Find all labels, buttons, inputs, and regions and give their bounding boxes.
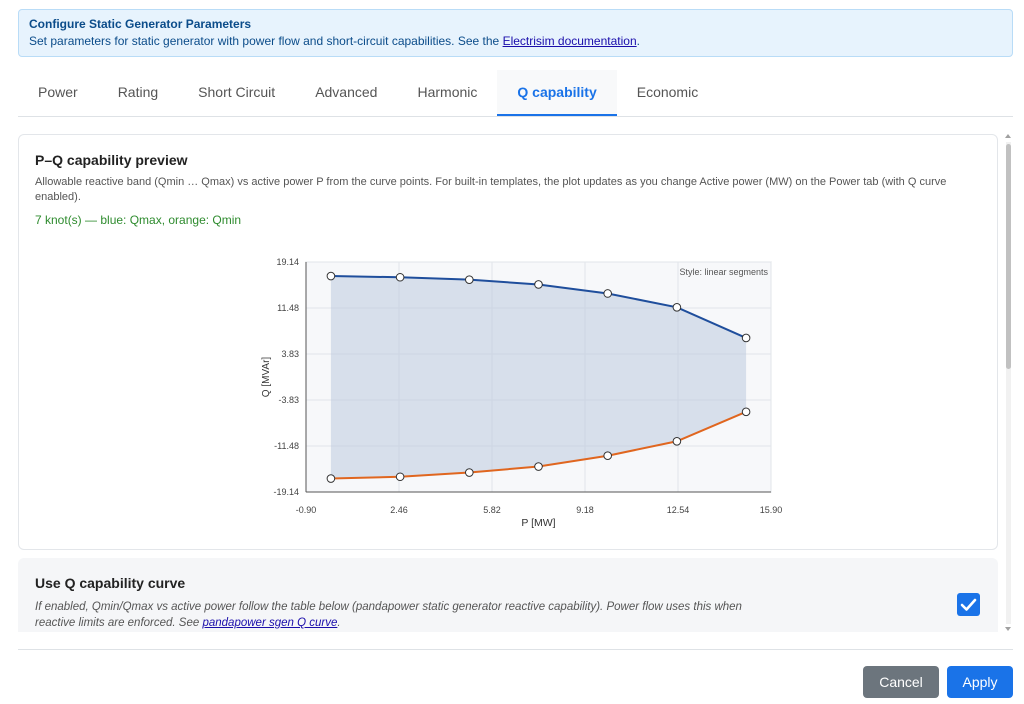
content-scrollbar[interactable]: [1003, 134, 1013, 632]
qmax-point: [534, 280, 543, 289]
tab-power[interactable]: Power: [38, 84, 78, 100]
x-axis-label: P [MW]: [521, 517, 555, 529]
qmin-point: [741, 407, 751, 417]
q-band-area: [330, 276, 747, 479]
x-tick-label: -0.90: [296, 505, 317, 515]
qmin-point: [672, 436, 682, 446]
apply-button[interactable]: Apply: [947, 666, 1013, 698]
y-axis-label: Q [MVAr]: [261, 357, 272, 398]
tab-rating[interactable]: Rating: [117, 84, 159, 100]
qmax-point: [672, 303, 682, 312]
x-tick-label: 12.54: [667, 505, 690, 515]
chart-annotation: Style: linear segments: [679, 267, 768, 277]
x-tick-label: 2.46: [390, 505, 408, 515]
tab-bar: Power Rating Short Circuit Advanced Harm…: [18, 70, 1013, 117]
qmin-point: [395, 472, 405, 482]
footer-divider: [18, 649, 1013, 650]
scrollbar-track: [1006, 142, 1011, 624]
tab-content: P–Q capability preview Allowable reactiv…: [18, 134, 1013, 632]
knot-info: 7 knot(s) — blue: Qmax, orange: Qmin: [35, 213, 242, 227]
checkmark-icon: [960, 598, 977, 611]
tab-harmonic[interactable]: Harmonic: [417, 84, 478, 100]
pq-capability-chart: -0.90 2.46 5.82 9.18 12.54 15.90 19.14 11.48 3.8…: [261, 257, 783, 529]
qmin-point: [534, 462, 543, 471]
scroll-up-icon[interactable]: [1005, 134, 1011, 138]
info-banner: Configure Static Generator Parameters Se…: [18, 9, 1013, 57]
x-tick-label: 5.82: [483, 505, 501, 515]
pq-preview-description: Allowable reactive band (Qmin … Qmax) vs…: [35, 176, 947, 203]
tab-economic[interactable]: Economic: [636, 84, 699, 100]
q-curve-title: Use Q capability curve: [35, 575, 186, 591]
qmax-point: [741, 333, 751, 343]
y-tick-label: 19.14: [276, 257, 299, 267]
banner-title: Configure Static Generator Parameters: [29, 17, 252, 31]
qmin-point: [465, 468, 474, 477]
q-curve-description-end: .: [337, 617, 341, 629]
cancel-button[interactable]: Cancel: [863, 666, 939, 698]
x-tick-label: 9.18: [576, 505, 594, 515]
tab-advanced[interactable]: Advanced: [315, 84, 378, 100]
qmin-point: [603, 451, 612, 461]
y-tick-label: 3.83: [281, 349, 299, 359]
q-curve-description-body: If enabled, Qmin/Qmax vs active power fo…: [35, 601, 742, 629]
q-curve-description: If enabled, Qmin/Qmax vs active power fo…: [35, 599, 755, 631]
scroll-down-icon[interactable]: [1005, 627, 1011, 631]
use-q-curve-checkbox[interactable]: [957, 593, 980, 616]
y-tick-label: -11.48: [274, 441, 299, 451]
qmax-point: [603, 289, 612, 298]
banner-text-end: .: [636, 34, 640, 48]
banner-text-body: Set parameters for static generator with…: [29, 34, 503, 48]
y-tick-label: -19.14: [273, 487, 299, 497]
tab-short-circuit[interactable]: Short Circuit: [198, 84, 276, 100]
scrollbar-thumb[interactable]: [1006, 144, 1011, 369]
pq-preview-title: P–Q capability preview: [35, 152, 188, 168]
q-curve-card: Use Q capability curve If enabled, Qmin/…: [18, 558, 998, 632]
qmax-point: [395, 272, 405, 282]
tab-q-capability[interactable]: Q capability: [497, 70, 617, 116]
pq-preview-card: P–Q capability preview Allowable reactiv…: [18, 134, 998, 550]
qmax-point: [326, 271, 336, 281]
electrisim-docs-link[interactable]: Electrisim documentation: [502, 34, 637, 48]
pandapower-sgen-link[interactable]: pandapower sgen Q curve: [202, 617, 338, 629]
banner-text: Set parameters for static generator with…: [29, 32, 1002, 50]
y-tick-label: 11.48: [277, 303, 299, 313]
y-tick-label: -3.83: [278, 395, 299, 405]
x-tick-label: 15.90: [760, 505, 783, 515]
qmin-point: [326, 474, 336, 483]
qmax-point: [465, 275, 474, 284]
